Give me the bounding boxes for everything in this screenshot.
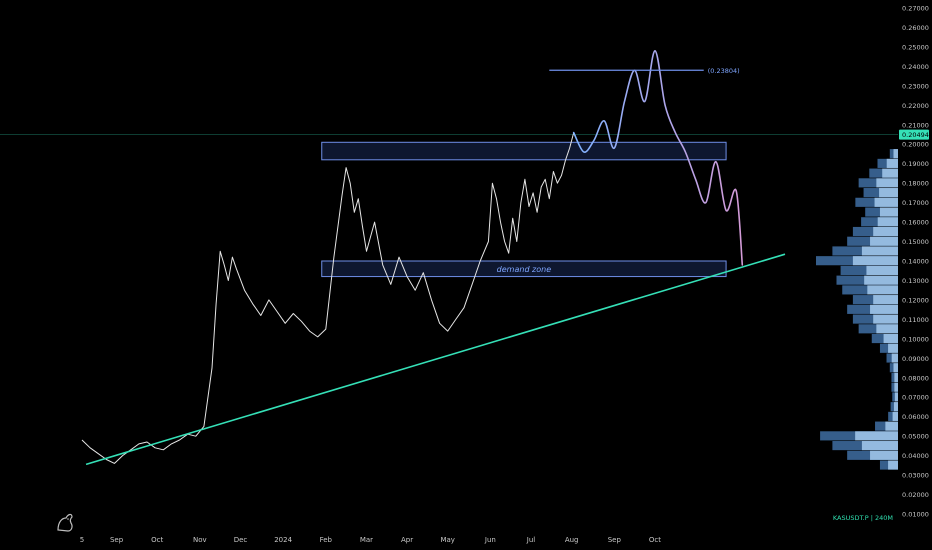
time-tick-label: Dec [234, 536, 248, 544]
volume-profile [816, 149, 898, 470]
time-tick-label: Jun [484, 536, 496, 544]
time-axis[interactable]: 5 Sep Oct Nov Dec 2024 Feb Mar Apr May Jun Jul Aug Se… [80, 536, 662, 544]
price-tick-label: 0.24000 [902, 63, 929, 71]
volume-bar-inner [864, 275, 898, 285]
price-tick-label: 0.25000 [902, 43, 929, 51]
time-tick-label: Oct [151, 536, 163, 544]
price-tick-label: 0.22000 [902, 102, 929, 110]
volume-bar-inner [870, 304, 898, 314]
volume-bar-inner [855, 431, 898, 441]
price-tick-label: 0.06000 [902, 413, 929, 421]
price-tick-label: 0.13000 [902, 277, 929, 285]
price-tick-label: 0.27000 [902, 5, 929, 13]
volume-bar-inner [870, 450, 898, 460]
resistance-zone[interactable] [321, 141, 727, 161]
tradingview-logo-icon[interactable] [57, 513, 73, 532]
volume-bar-inner [873, 295, 898, 305]
time-tick-label: Oct [649, 536, 661, 544]
volume-bar-inner [885, 421, 898, 431]
time-tick-label: Feb [320, 536, 333, 544]
volume-bar-inner [876, 324, 898, 334]
time-tick-label: May [440, 536, 454, 544]
current-price-label: 0.20494 [902, 131, 929, 139]
volume-bar-inner [893, 149, 898, 159]
demand-zone-label: demand zone [497, 265, 552, 274]
price-tick-label: 0.23000 [902, 82, 929, 90]
time-tick-label: Sep [608, 536, 622, 544]
price-tick-label: 0.26000 [902, 24, 929, 32]
price-tick-label: 0.09000 [902, 355, 929, 363]
price-tick-label: 0.05000 [902, 433, 929, 441]
price-tick-label: 0.19000 [902, 160, 929, 168]
ascending-trendline[interactable] [85, 253, 786, 466]
ticker-label: KASUSDT.P | 240M [833, 514, 893, 522]
price-tick-label: 0.21000 [902, 121, 929, 129]
volume-bar-inner [893, 402, 898, 412]
price-tick-label: 0.18000 [902, 180, 929, 188]
price-tick-label: 0.08000 [902, 374, 929, 382]
time-tick-label: Nov [193, 536, 207, 544]
volume-bar-inner [879, 207, 898, 217]
time-tick-label: Apr [401, 536, 413, 544]
price-tick-label: 0.01000 [902, 511, 929, 519]
volume-bar-inner [888, 343, 898, 353]
volume-bar-inner [873, 314, 898, 324]
volume-bar-inner [867, 285, 898, 295]
volume-bar-inner [886, 158, 898, 168]
price-series-line [81, 132, 575, 464]
volume-bar-inner [883, 333, 898, 344]
time-tick-label: Mar [360, 536, 373, 544]
volume-bar-inner [861, 441, 898, 451]
projection-series-line [572, 49, 744, 266]
volume-bar-inner [876, 178, 898, 188]
volume-bar-inner [877, 217, 898, 227]
volume-bar-inner [882, 168, 898, 178]
price-tick-label: 0.17000 [902, 199, 929, 207]
volume-bar-inner [892, 411, 898, 421]
price-tick-label: 0.20000 [902, 141, 929, 149]
price-tick-label: 0.15000 [902, 238, 929, 246]
volume-bar-inner [852, 256, 898, 266]
price-tick-label: 0.04000 [902, 452, 929, 460]
target-label: (0.23804) [708, 67, 740, 75]
volume-bar-inner [888, 460, 898, 470]
price-tick-label: 0.07000 [902, 394, 929, 402]
zones-layer: demand zone [321, 141, 727, 278]
volume-bar-inner [893, 363, 898, 373]
volume-bar-inner [891, 353, 898, 363]
time-tick-label: Sep [110, 536, 124, 544]
volume-bar-inner [873, 226, 898, 237]
volume-bar-inner [894, 372, 898, 383]
time-tick-label: 5 [80, 536, 84, 544]
time-tick-label: Jul [526, 536, 536, 544]
time-tick-label: 2024 [274, 536, 292, 544]
volume-bar-inner [879, 188, 898, 198]
price-axis[interactable]: 0.27000 0.26000 0.25000 0.24000 0.23000 0.220… [902, 5, 929, 519]
price-tick-label: 0.16000 [902, 219, 929, 227]
volume-bar-inner [861, 246, 898, 256]
volume-bar-inner [874, 197, 898, 207]
price-tick-label: 0.02000 [902, 491, 929, 499]
volume-bar-inner [870, 236, 898, 246]
volume-bar-inner [894, 382, 898, 392]
price-tick-label: 0.10000 [902, 335, 929, 343]
time-tick-label: Aug [565, 536, 579, 544]
price-tick-label: 0.11000 [902, 316, 929, 324]
volume-bar-inner [866, 265, 898, 275]
volume-bar-inner [894, 392, 898, 402]
current-price-badge [899, 129, 929, 140]
price-tick-label: 0.12000 [902, 296, 929, 304]
price-tick-label: 0.14000 [902, 258, 929, 266]
price-tick-label: 0.03000 [902, 472, 929, 480]
